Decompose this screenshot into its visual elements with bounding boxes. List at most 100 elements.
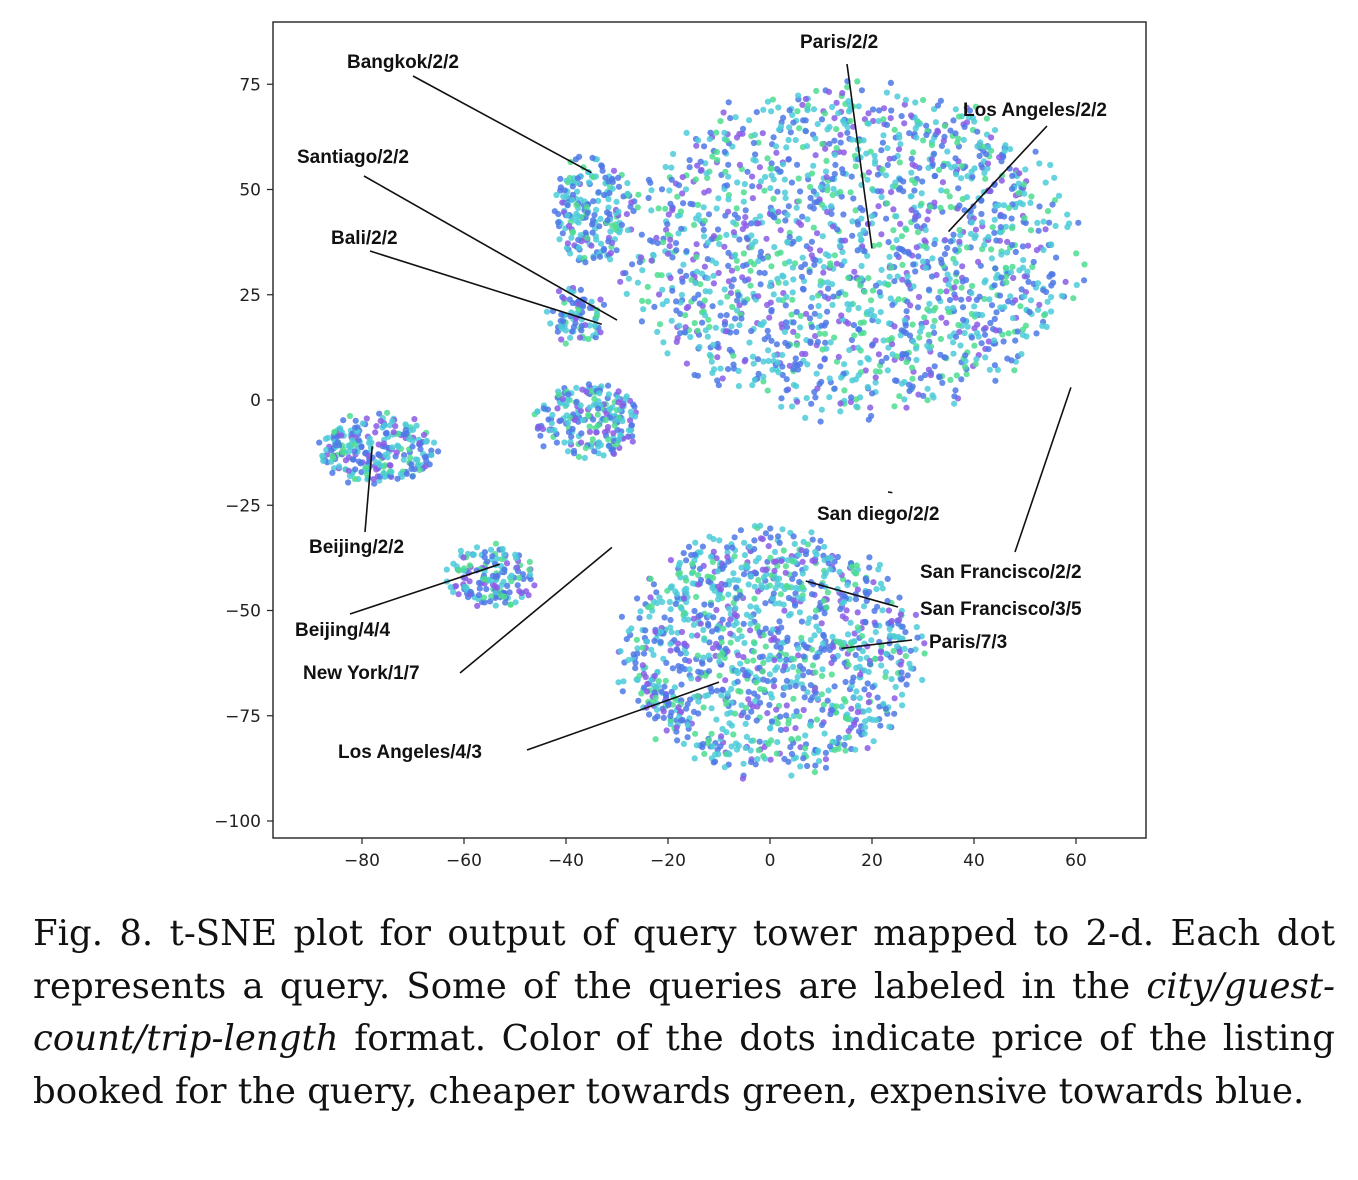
scatter-point (821, 330, 829, 337)
scatter-point (890, 227, 897, 234)
scatter-point (1032, 148, 1039, 155)
scatter-point (700, 740, 707, 748)
scatter-point (701, 750, 708, 758)
scatter-point (584, 234, 591, 242)
scatter-point (854, 709, 861, 716)
scatter-point (826, 646, 834, 654)
scatter-point (884, 200, 891, 207)
scatter-point (1009, 172, 1016, 179)
scatter-point (944, 244, 951, 252)
scatter-point (765, 357, 772, 365)
scatter-point (957, 232, 964, 239)
scatter-point (726, 751, 733, 758)
scatter-point (947, 127, 954, 134)
scatter-point (815, 758, 823, 765)
scatter-point (936, 374, 943, 381)
scatter-point (756, 654, 764, 661)
scatter-point (930, 323, 937, 330)
scatter-point (952, 106, 959, 113)
scatter-point (974, 330, 981, 337)
scatter-point (910, 338, 917, 345)
scatter-point (678, 605, 685, 612)
scatter-point (730, 731, 737, 738)
scatter-point (789, 296, 796, 303)
scatter-point (890, 155, 898, 162)
scatter-point (733, 667, 740, 675)
scatter-point (862, 575, 869, 582)
scatter-point (316, 439, 323, 446)
scatter-point (826, 140, 833, 147)
scatter-point (921, 650, 928, 657)
scatter-point (694, 693, 701, 700)
scatter-point (1021, 214, 1028, 222)
scatter-point (782, 569, 789, 576)
scatter-point (990, 337, 998, 344)
scatter-point (865, 169, 873, 176)
scatter-point (889, 244, 897, 251)
scatter-point (914, 634, 921, 641)
scatter-point (779, 526, 786, 533)
scatter-point (567, 438, 574, 445)
scatter-point (1005, 330, 1012, 337)
scatter-point (936, 166, 943, 173)
scatter-point (604, 217, 611, 224)
scatter-point (643, 638, 650, 645)
scatter-point (710, 341, 717, 348)
scatter-point (734, 297, 741, 304)
scatter-point (922, 371, 929, 379)
scatter-point (585, 381, 593, 388)
scatter-point (993, 237, 1000, 244)
scatter-point (582, 259, 589, 266)
scatter-point (778, 558, 785, 565)
scatter-point (741, 539, 748, 546)
scatter-point (783, 656, 790, 663)
scatter-point (402, 426, 409, 434)
y-tick-label: −50 (225, 602, 261, 622)
scatter-point (416, 467, 423, 474)
scatter-point (734, 635, 741, 643)
scatter-point (877, 655, 884, 662)
scatter-point (715, 195, 722, 202)
scatter-point (838, 312, 845, 319)
scatter-point (818, 201, 826, 208)
scatter-point (756, 269, 763, 276)
scatter-point (636, 259, 643, 266)
scatter-point (401, 452, 408, 459)
scatter-point (474, 602, 481, 610)
x-tick-label: −80 (344, 851, 380, 871)
scatter-point (623, 636, 630, 643)
scatter-point (687, 200, 694, 207)
scatter-point (503, 560, 511, 567)
scatter-point (661, 614, 668, 621)
scatter-point (590, 254, 597, 262)
scatter-point (1062, 278, 1069, 285)
scatter-point (723, 231, 730, 238)
scatter-point (835, 353, 842, 360)
scatter-point (747, 620, 754, 627)
scatter-point (564, 419, 572, 426)
scatter-point (352, 424, 359, 431)
scatter-point (768, 108, 775, 115)
scatter-point (748, 737, 755, 744)
scatter-point (380, 440, 387, 447)
scatter-point (693, 254, 700, 261)
scatter-point (928, 273, 936, 280)
scatter-point (695, 675, 702, 683)
scatter-point (648, 207, 655, 214)
scatter-point (1066, 220, 1073, 227)
scatter-point (682, 324, 689, 331)
scatter-point (739, 125, 747, 132)
scatter-point (704, 256, 711, 263)
scatter-point (683, 248, 690, 255)
scatter-point (701, 263, 709, 270)
scatter-point (597, 215, 604, 222)
scatter-point (1022, 219, 1029, 227)
scatter-point (755, 139, 762, 146)
scatter-point (906, 387, 913, 395)
scatter-point (795, 645, 802, 652)
scatter-point (710, 548, 717, 555)
scatter-point (783, 677, 791, 685)
scatter-point (969, 282, 976, 290)
annotation-label: Paris/7/3 (929, 632, 1007, 653)
scatter-point (717, 299, 724, 306)
